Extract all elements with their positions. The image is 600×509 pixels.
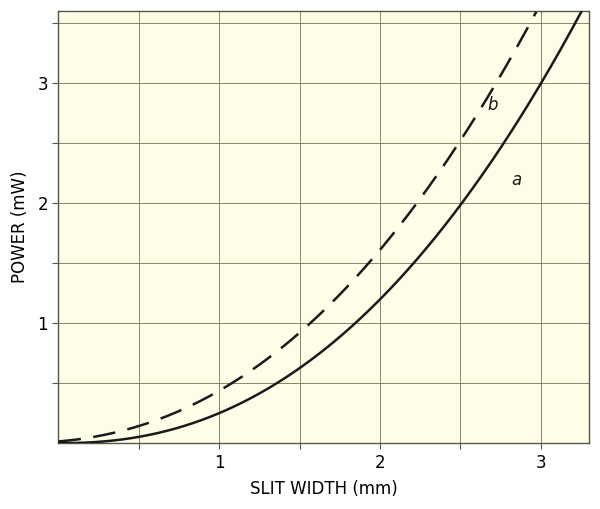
Text: b: b xyxy=(488,96,498,114)
X-axis label: SLIT WIDTH (mm): SLIT WIDTH (mm) xyxy=(250,480,398,498)
Text: a: a xyxy=(512,171,522,189)
Y-axis label: POWER (mW): POWER (mW) xyxy=(11,171,29,284)
